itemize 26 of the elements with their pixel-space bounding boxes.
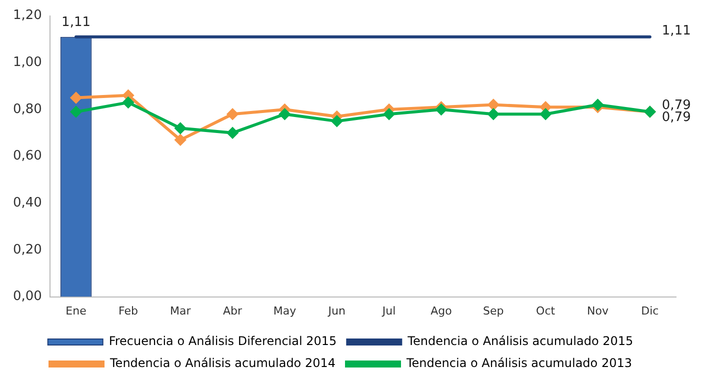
data-label: 1,11 <box>662 23 691 38</box>
x-tick-label: Abr <box>223 304 243 318</box>
legend-label: Tendencia o Análisis acumulado 2015 <box>406 334 634 348</box>
y-tick-label: 1,00 <box>12 55 42 70</box>
x-tick-label: Jun <box>327 304 346 318</box>
data-label: 0,79 <box>662 110 691 126</box>
y-tick-label: 0,00 <box>12 289 42 304</box>
y-tick-label: 0,80 <box>12 102 42 117</box>
x-tick-label: May <box>273 304 297 318</box>
y-tick-label: 0,20 <box>12 242 42 258</box>
x-tick-label: Feb <box>118 304 138 318</box>
x-tick-label: Mar <box>170 304 192 318</box>
legend-label: Tendencia o Análisis acumulado 2014 <box>109 356 336 370</box>
legend-label: Tendencia o Análisis acumulado 2013 <box>406 356 632 370</box>
x-tick-label: Jul <box>381 304 396 318</box>
x-tick-label: Nov <box>587 304 609 318</box>
legend-label: Frecuencia o Análisis Diferencial 2015 <box>108 334 337 348</box>
x-tick-label: Sep <box>483 304 504 318</box>
x-tick-label: Dic <box>641 304 659 318</box>
y-tick-label: 1,20 <box>12 8 42 24</box>
y-tick-label: 0,60 <box>12 148 42 164</box>
data-label: 1,11 <box>62 14 91 30</box>
x-tick-label: Oct <box>536 304 556 318</box>
x-tick-label: Ene <box>66 304 87 318</box>
y-tick-label: 0,40 <box>12 196 42 211</box>
x-tick-label: Ago <box>430 304 452 318</box>
